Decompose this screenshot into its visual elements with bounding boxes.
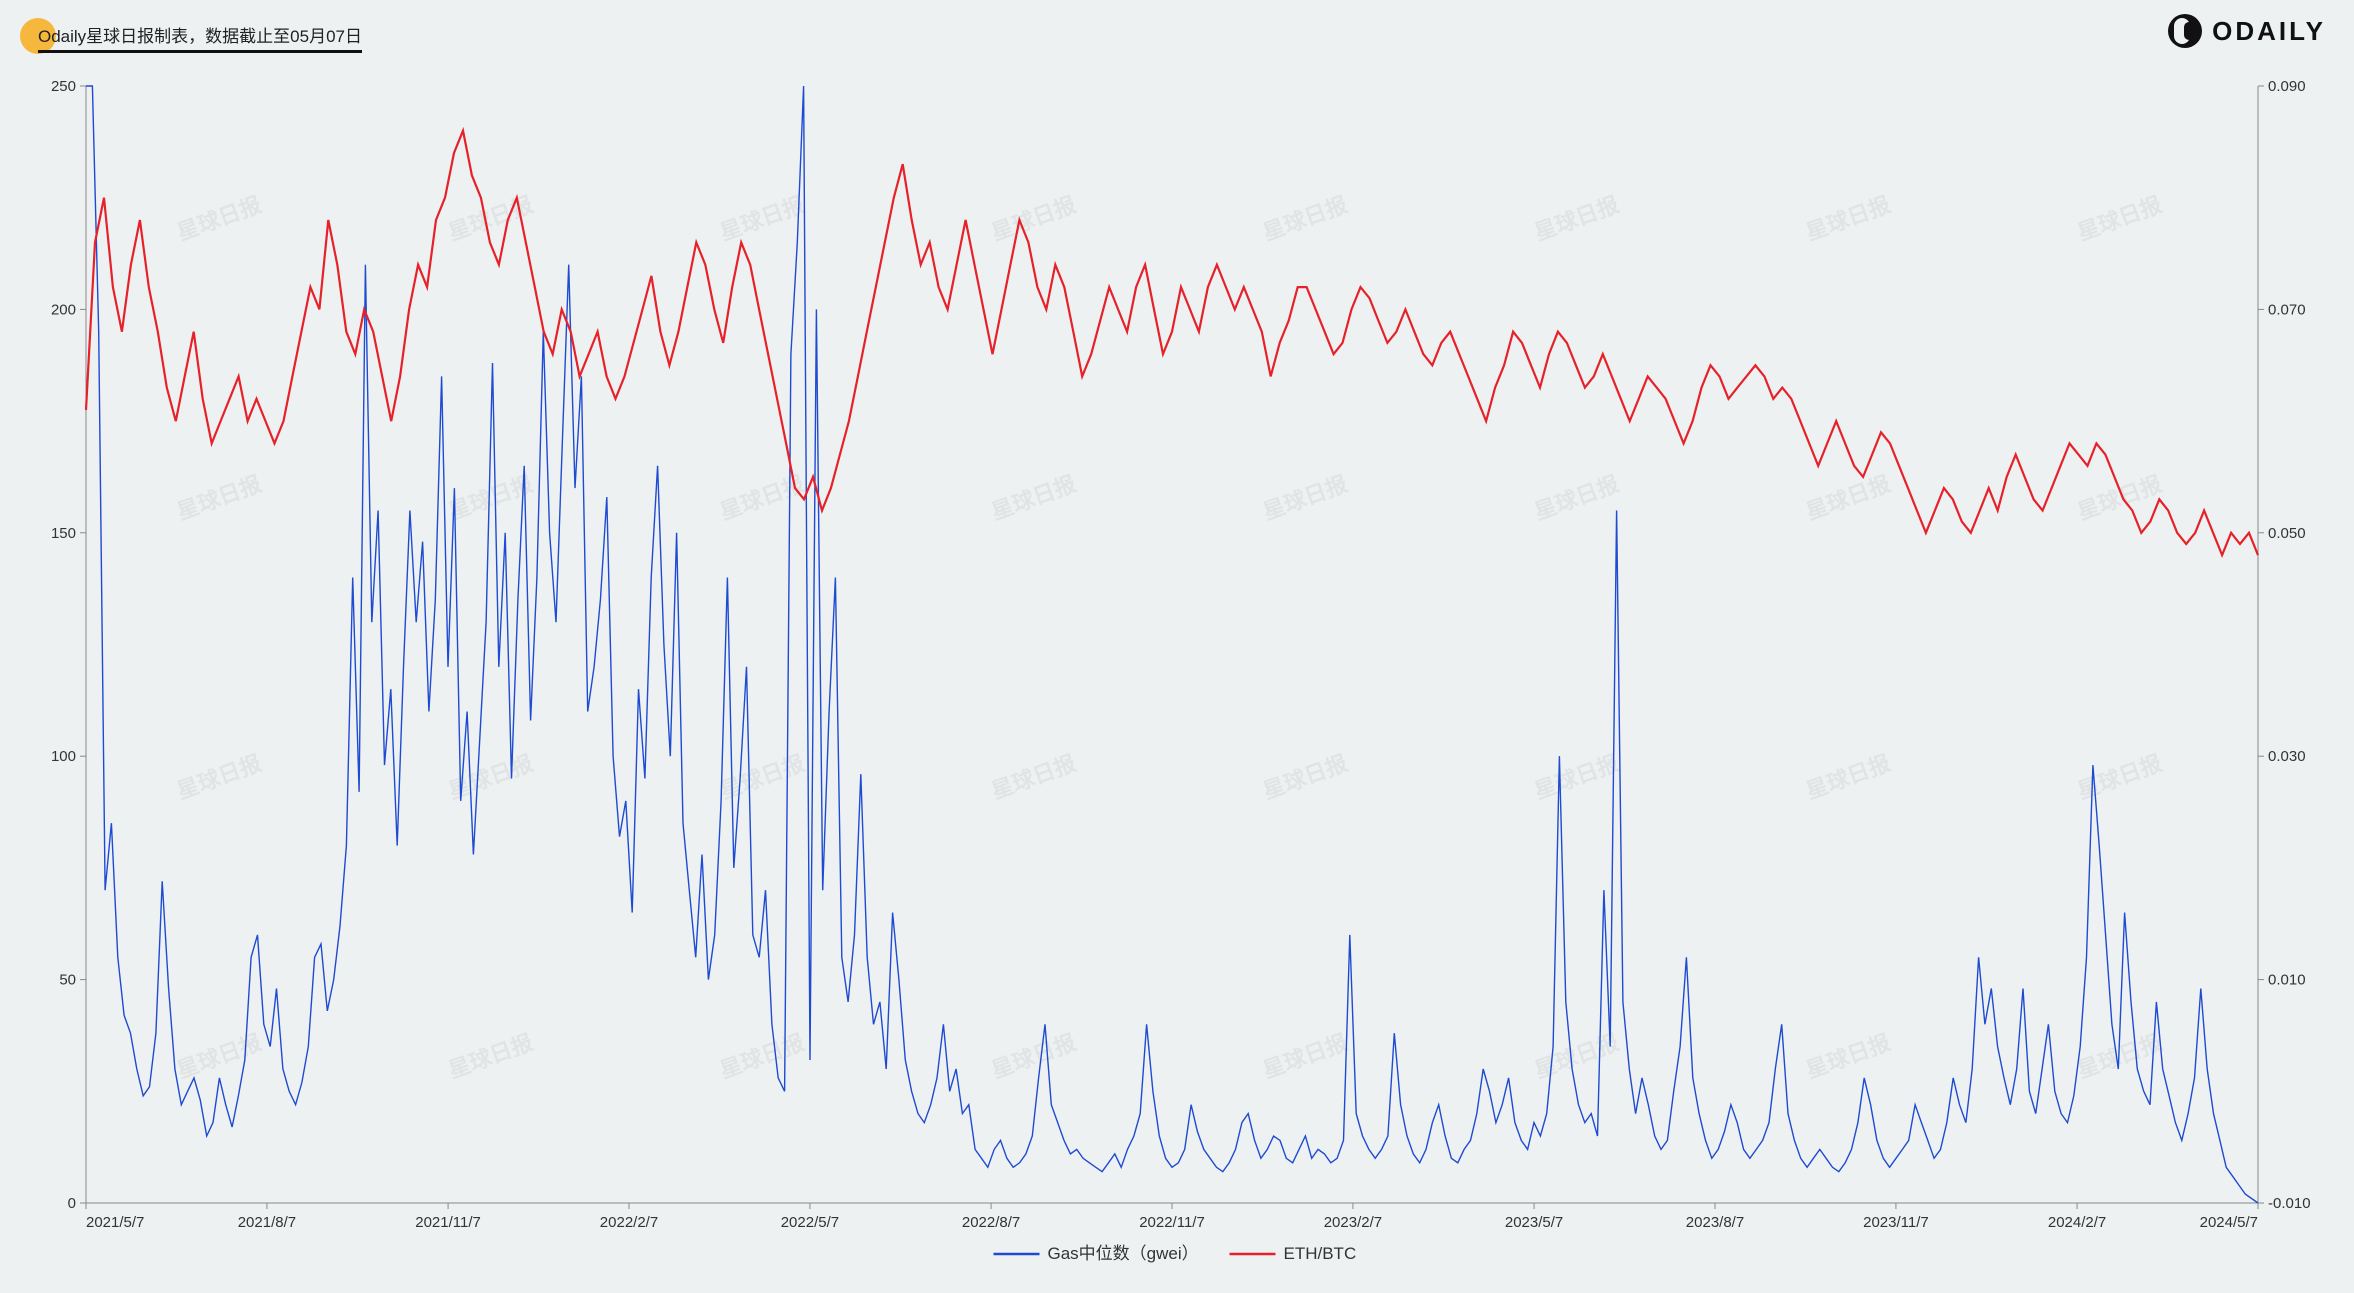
y-left-label: 200 (51, 301, 76, 318)
watermark: 星球日报 (1260, 1030, 1351, 1084)
x-tick-label: 2021/8/7 (238, 1214, 296, 1231)
watermark: 星球日报 (445, 192, 536, 246)
svg-text:星球日报: 星球日报 (1260, 1030, 1351, 1084)
watermark: 星球日报 (988, 1030, 1079, 1084)
svg-text:星球日报: 星球日报 (717, 750, 808, 804)
chart-title: Odaily星球日报制表，数据截止至05月07日 (38, 22, 362, 51)
watermark: 星球日报 (174, 1030, 265, 1084)
watermark: 星球日报 (988, 750, 1079, 804)
y-left-label: 250 (51, 78, 76, 95)
watermark: 星球日报 (1803, 192, 1894, 246)
y-right-label: 0.050 (2268, 525, 2306, 542)
chart-title-text: Odaily星球日报制表，数据截止至05月07日 (38, 27, 362, 46)
watermark: 星球日报 (988, 192, 1079, 246)
svg-text:星球日报: 星球日报 (2074, 750, 2165, 804)
watermark: 星球日报 (1260, 750, 1351, 804)
svg-text:星球日报: 星球日报 (717, 192, 808, 246)
y-right-label: 0.090 (2268, 78, 2306, 95)
watermark: 星球日报 (1803, 1030, 1894, 1084)
svg-text:星球日报: 星球日报 (1531, 192, 1622, 246)
watermark: 星球日报 (1803, 471, 1894, 525)
svg-text:星球日报: 星球日报 (988, 192, 1079, 246)
legend-label: Gas中位数（gwei） (1048, 1244, 1199, 1263)
brand-name: ODAILY (2212, 16, 2326, 47)
watermark: 星球日报 (1531, 192, 1622, 246)
watermark: 星球日报 (174, 750, 265, 804)
svg-text:星球日报: 星球日报 (174, 750, 265, 804)
legend-label: ETH/BTC (1284, 1244, 1357, 1263)
watermark: 星球日报 (445, 1030, 536, 1084)
watermark: 星球日报 (445, 750, 536, 804)
series-gas-line (86, 86, 2258, 1203)
watermark: 星球日报 (717, 192, 808, 246)
chart-header: Odaily星球日报制表，数据截止至05月07日 (20, 18, 362, 54)
svg-text:星球日报: 星球日报 (174, 192, 265, 246)
svg-text:星球日报: 星球日报 (717, 1030, 808, 1084)
svg-text:星球日报: 星球日报 (445, 1030, 536, 1084)
svg-text:星球日报: 星球日报 (1531, 750, 1622, 804)
brand-block: ODAILY (2168, 14, 2326, 48)
watermark: 星球日报 (2074, 750, 2165, 804)
watermark: 星球日报 (1260, 471, 1351, 525)
svg-text:星球日报: 星球日报 (1803, 192, 1894, 246)
watermark: 星球日报 (174, 192, 265, 246)
watermark: 星球日报 (1803, 750, 1894, 804)
x-tick-label: 2023/2/7 (1324, 1214, 1382, 1231)
y-left-label: 0 (68, 1195, 76, 1212)
title-underline-gap (90, 49, 108, 54)
svg-text:星球日报: 星球日报 (988, 471, 1079, 525)
y-right-label: 0.010 (2268, 972, 2306, 989)
x-tick-label: 2023/8/7 (1686, 1214, 1744, 1231)
y-left-label: 50 (59, 972, 76, 989)
x-tick-label: 2022/2/7 (600, 1214, 658, 1231)
x-tick-label: 2024/2/7 (2048, 1214, 2106, 1231)
x-tick-label: 2022/11/7 (1139, 1214, 1205, 1231)
svg-text:星球日报: 星球日报 (445, 192, 536, 246)
x-tick-label: 2022/5/7 (781, 1214, 839, 1231)
watermark: 星球日报 (1531, 750, 1622, 804)
series-ethbtc-line (86, 131, 2258, 555)
x-tick-label: 2023/11/7 (1863, 1214, 1929, 1231)
x-tick-label: 2023/5/7 (1505, 1214, 1563, 1231)
y-left-label: 100 (51, 748, 76, 765)
svg-text:星球日报: 星球日报 (1260, 192, 1351, 246)
svg-text:星球日报: 星球日报 (1531, 471, 1622, 525)
svg-text:星球日报: 星球日报 (174, 1030, 265, 1084)
y-right-label: 0.070 (2268, 301, 2306, 318)
watermark: 星球日报 (1531, 471, 1622, 525)
svg-text:星球日报: 星球日报 (174, 471, 265, 525)
svg-text:星球日报: 星球日报 (988, 1030, 1079, 1084)
x-tick-label: 2024/5/7 (2200, 1214, 2258, 1231)
watermark: 星球日报 (1260, 192, 1351, 246)
brand-logo-icon (2168, 14, 2202, 48)
y-right-label: -0.010 (2268, 1195, 2311, 1212)
watermark: 星球日报 (717, 1030, 808, 1084)
watermark: 星球日报 (988, 471, 1079, 525)
svg-text:星球日报: 星球日报 (445, 750, 536, 804)
watermark: 星球日报 (2074, 192, 2165, 246)
svg-text:星球日报: 星球日报 (1260, 750, 1351, 804)
y-right-label: 0.030 (2268, 748, 2306, 765)
x-tick-label: 2021/11/7 (415, 1214, 481, 1231)
x-tick-label: 2022/8/7 (962, 1214, 1020, 1231)
svg-text:星球日报: 星球日报 (2074, 192, 2165, 246)
watermark: 星球日报 (1531, 1030, 1622, 1084)
watermark: 星球日报 (174, 471, 265, 525)
svg-text:星球日报: 星球日报 (1803, 471, 1894, 525)
chart-svg: 星球日报星球日报星球日报星球日报星球日报星球日报星球日报星球日报星球日报星球日报… (28, 78, 2326, 1273)
watermark: 星球日报 (717, 750, 808, 804)
svg-text:星球日报: 星球日报 (1531, 1030, 1622, 1084)
svg-text:星球日报: 星球日报 (988, 750, 1079, 804)
chart-container: 星球日报星球日报星球日报星球日报星球日报星球日报星球日报星球日报星球日报星球日报… (28, 78, 2326, 1273)
x-tick-label: 2021/5/7 (86, 1214, 144, 1231)
page-root: { "header": { "title": "Odaily星球日报制表，数据截… (0, 0, 2354, 1293)
svg-text:星球日报: 星球日报 (1803, 750, 1894, 804)
svg-text:星球日报: 星球日报 (1260, 471, 1351, 525)
y-left-label: 150 (51, 525, 76, 542)
svg-text:星球日报: 星球日报 (1803, 1030, 1894, 1084)
